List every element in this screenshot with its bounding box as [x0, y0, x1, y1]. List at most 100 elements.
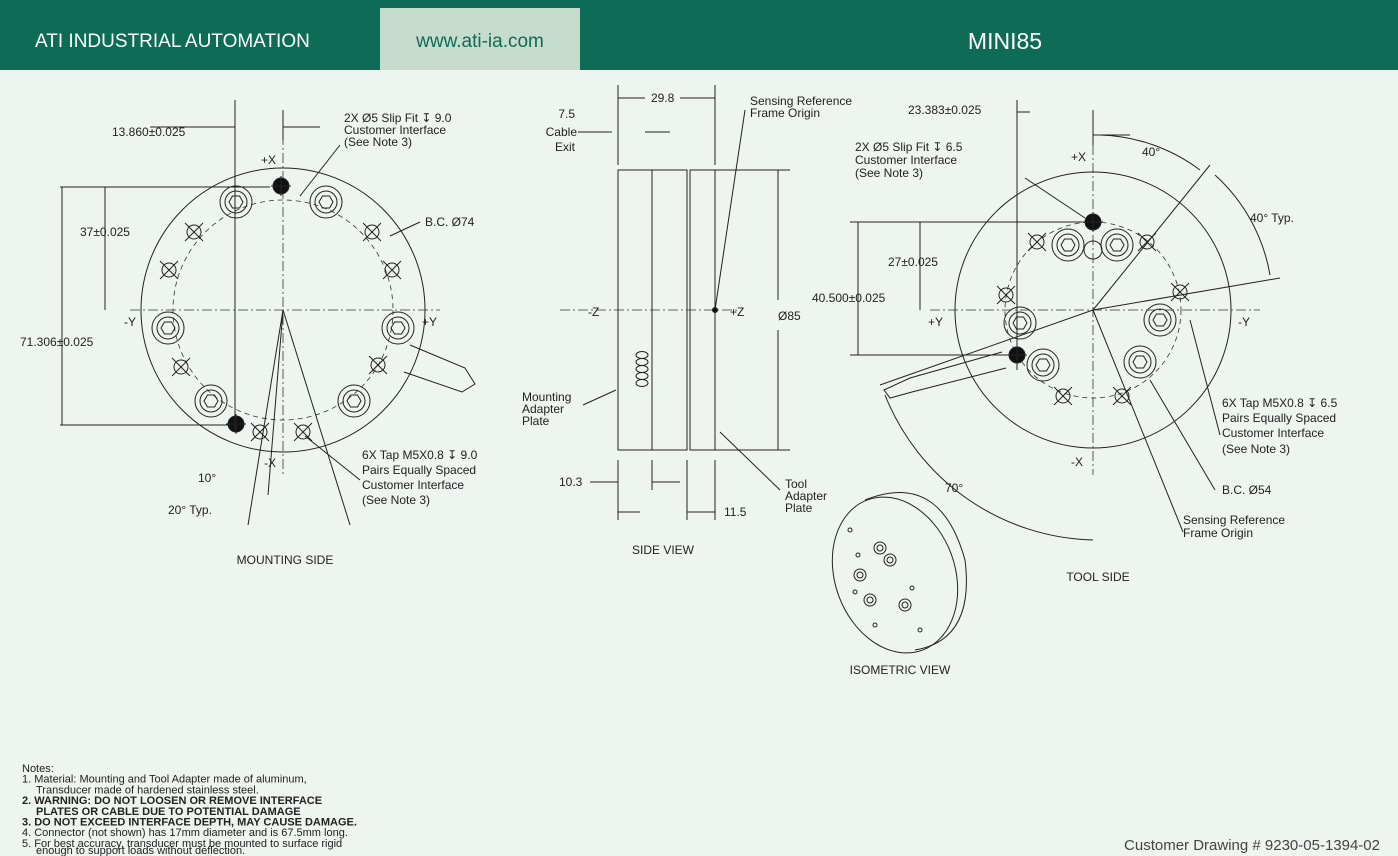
label: (See Note 3) [344, 135, 412, 149]
label: Customer Interface [344, 123, 446, 137]
circle [898, 598, 912, 612]
circle [873, 541, 887, 555]
circle [156, 316, 180, 340]
circle [314, 190, 338, 214]
label: B.C. Ø74 [425, 215, 475, 229]
line [879, 309, 1094, 386]
label: 71.306±0.025 [20, 335, 94, 349]
arc [1214, 174, 1271, 276]
circle [1139, 234, 1155, 250]
hex [1035, 358, 1051, 372]
line [250, 422, 270, 442]
line [1092, 277, 1281, 311]
hex [1132, 355, 1148, 369]
label: B.C. Ø54 [1222, 483, 1272, 497]
label: 6X Tap M5X0.8 ↧ 6.5 [1222, 396, 1338, 410]
connector [883, 351, 1007, 399]
note: 5. For best accuracy, transducer must be… [22, 838, 342, 850]
line [1170, 282, 1190, 302]
line [293, 422, 313, 442]
arc [1099, 134, 1201, 171]
circle [856, 571, 864, 579]
circle [1008, 311, 1032, 335]
circle [199, 389, 223, 413]
circle [1056, 233, 1080, 257]
label: (See Note 3) [855, 166, 923, 180]
label: Tool [785, 477, 807, 491]
line [389, 221, 421, 237]
circle [1114, 388, 1130, 404]
note: 2. WARNING: DO NOT LOOSEN OR REMOVE INTE… [22, 795, 322, 807]
line [184, 222, 204, 242]
tool-side-labels: 23.383±0.025 2X Ø5 Slip Fit ↧ 6.5 Custom… [812, 103, 1338, 677]
label: Cable [546, 125, 578, 139]
notes: Notes: 1. Material: Mounting and Tool Ad… [22, 763, 357, 856]
circle [909, 585, 915, 591]
arc [884, 394, 1094, 541]
circle [337, 384, 371, 418]
circle [712, 307, 718, 313]
label: +X [1071, 150, 1086, 164]
notes-heading: Notes: [22, 763, 54, 775]
line [719, 431, 781, 491]
circle [1051, 228, 1085, 262]
url-box [380, 8, 580, 70]
circle [872, 622, 878, 628]
line [247, 309, 284, 526]
label: -X [1071, 455, 1083, 469]
circle [1031, 353, 1055, 377]
label: Plate [785, 501, 813, 515]
circle [855, 552, 861, 558]
mounting-side-labels: 13.860±0.025 2X Ø5 Slip Fit ↧ 9.0 Custom… [20, 111, 478, 567]
circle [866, 596, 874, 604]
hex [318, 195, 334, 209]
hex [346, 394, 362, 408]
line [1112, 386, 1132, 406]
label: 13.860±0.025 [112, 125, 186, 139]
line [1027, 232, 1047, 252]
label: Ø85 [778, 309, 801, 323]
view-title: TOOL SIDE [1066, 570, 1129, 584]
line [1189, 319, 1221, 436]
label: 11.5 [724, 505, 747, 519]
hex [390, 321, 406, 335]
circle [1026, 348, 1060, 382]
line [382, 260, 402, 280]
note: 3. DO NOT EXCEED INTERFACE DEPTH, MAY CA… [22, 817, 357, 829]
circle [998, 287, 1014, 303]
circle [886, 556, 894, 564]
label: +Y [422, 315, 437, 329]
label: Pairs Equally Spaced [1222, 411, 1336, 425]
header: ATI INDUSTRIAL AUTOMATION www.ati-ia.com… [0, 0, 1398, 70]
label: Frame Origin [750, 106, 820, 120]
circle [295, 424, 311, 440]
note: 4. Connector (not shown) has 17mm diamet… [22, 827, 348, 839]
circle [853, 568, 867, 582]
label: +Z [730, 305, 744, 319]
circle [1148, 308, 1172, 332]
line [159, 260, 179, 280]
label: -Y [124, 315, 136, 329]
header-bar [0, 0, 1398, 70]
circle [1029, 234, 1045, 250]
hex [1060, 238, 1076, 252]
circle [161, 262, 177, 278]
label: -Y [1238, 315, 1250, 329]
label: Customer Interface [855, 153, 957, 167]
line [714, 109, 746, 311]
circle [384, 262, 400, 278]
connector [403, 344, 476, 393]
label: +Y [928, 315, 943, 329]
label: Adapter [522, 402, 564, 416]
model: MINI85 [968, 28, 1042, 54]
connector [635, 351, 649, 359]
line [304, 435, 361, 481]
circle [381, 311, 415, 345]
label: 6X Tap M5X0.8 ↧ 9.0 [362, 448, 478, 462]
circle [883, 553, 897, 567]
circle [1083, 240, 1103, 260]
view-title: MOUNTING SIDE [237, 553, 334, 567]
circle [1143, 303, 1177, 337]
circle [370, 357, 386, 373]
